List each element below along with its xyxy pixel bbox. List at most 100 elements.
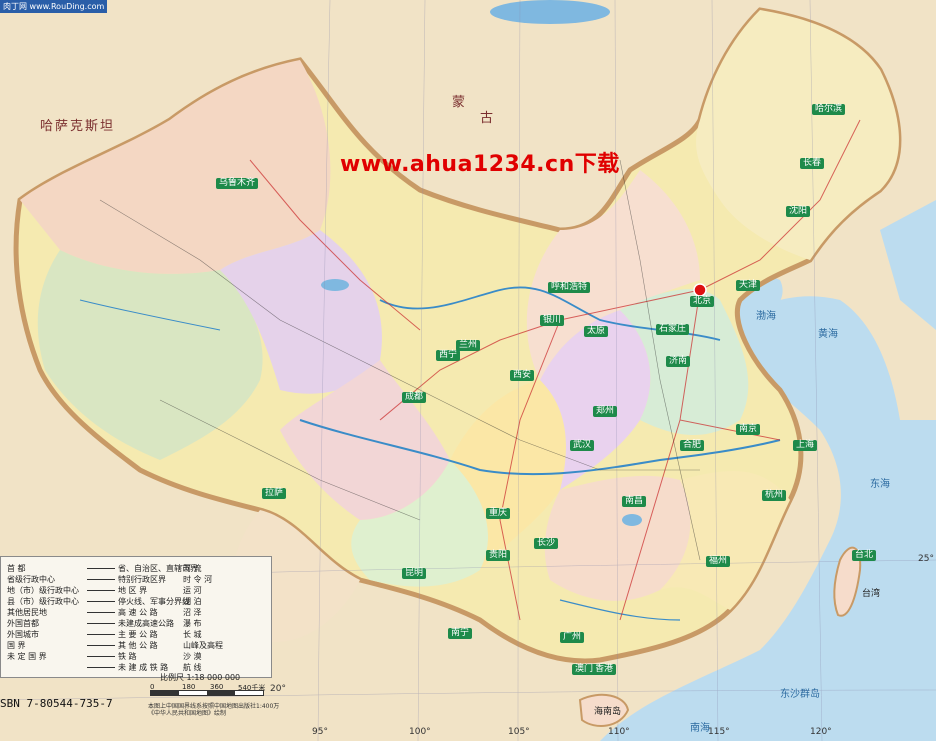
place-label: 重庆 — [486, 508, 511, 519]
legend-label: 湖 泊 — [183, 597, 202, 606]
latitude-label: 20° — [270, 684, 286, 694]
place-label: 济南 — [666, 356, 691, 367]
legend-label: 地 区 界 — [118, 586, 148, 595]
longitude-label: 105° — [508, 727, 530, 737]
legend-column-boundaries: 省、自治区、直辖市界 特别行政区界地 区 界停火线、军事分界线高 速 公 路未建成… — [87, 563, 198, 673]
legend-label: 河 流 — [183, 564, 202, 573]
legend-row: 河 流 — [183, 563, 223, 574]
place-label: 北京 — [690, 296, 715, 307]
place-label: 广州 — [560, 632, 585, 643]
legend-label: 首 都 — [7, 564, 26, 573]
place-label: 乌鲁木齐 — [216, 178, 259, 189]
place-label: 沈阳 — [786, 206, 811, 217]
legend-label: 沼 泽 — [183, 608, 202, 617]
place-label: 长春 — [800, 158, 825, 169]
legend-symbol — [87, 634, 115, 635]
legend-row: 高 速 公 路 — [87, 607, 198, 618]
map-legend: 首 都省级行政中心 地（市）级行政中心 县（市）级行政中心 其他居民地 外国首都 外国城市… — [0, 556, 272, 678]
legend-label: 主 要 公 路 — [118, 630, 158, 639]
place-label: 南京 — [736, 424, 761, 435]
legend-symbol — [87, 612, 115, 613]
place-label: 南海 — [690, 723, 710, 734]
legend-label: 长 城 — [183, 630, 202, 639]
legend-row: 国 界 — [7, 640, 79, 651]
legend-label: 未 建 成 铁 路 — [118, 663, 169, 672]
place-label: 呼和浩特 — [548, 282, 591, 293]
legend-row: 其他居民地 — [7, 607, 79, 618]
legend-symbol — [87, 579, 115, 580]
place-label: 台湾 — [862, 589, 881, 599]
longitude-label: 120° — [810, 727, 832, 737]
isbn-label: SBN 7-80544-735-7 — [0, 697, 113, 710]
scale-bar — [150, 690, 264, 696]
place-label: 东沙群岛 — [780, 689, 820, 700]
legend-label: 高 速 公 路 — [118, 608, 158, 617]
place-label: 武汉 — [570, 440, 595, 451]
place-label: 郑州 — [593, 406, 618, 417]
legend-row: 山峰及高程 — [183, 640, 223, 651]
legend-symbol — [87, 623, 115, 624]
legend-label: 山峰及高程 — [183, 641, 223, 650]
longitude-label: 110° — [608, 727, 630, 737]
legend-row: 湖 泊 — [183, 596, 223, 607]
place-label: 长沙 — [534, 538, 559, 549]
legend-row: 运 河 — [183, 585, 223, 596]
legend-label: 县（市）级行政中心 — [7, 597, 79, 606]
legend-label: 地（市）级行政中心 — [7, 586, 79, 595]
legend-row: 航 线 — [183, 662, 223, 673]
legend-row: 其 他 公 路 — [87, 640, 198, 651]
legend-label: 瀑 布 — [183, 619, 202, 628]
legend-label: 时 令 河 — [183, 575, 213, 584]
legend-symbol — [87, 601, 115, 602]
place-label: 古 — [480, 111, 496, 126]
site-corner-tag: 肉丁网 www.RouDing.com — [0, 0, 108, 13]
legend-label: 其他居民地 — [7, 608, 47, 617]
place-label: 黄海 — [818, 329, 838, 340]
place-label: 渤海 — [756, 311, 776, 322]
place-label: 昆明 — [402, 568, 427, 579]
place-label: 天津 — [736, 280, 761, 291]
legend-row: 长 城 — [183, 629, 223, 640]
legend-row: 沙 漠 — [183, 651, 223, 662]
scale-tick: 360 — [210, 683, 224, 691]
legend-row: 沼 泽 — [183, 607, 223, 618]
scale-tick: 180 — [182, 683, 196, 691]
place-label: 西宁 — [436, 350, 461, 361]
place-label: 贵阳 — [486, 550, 511, 561]
legend-label: 停火线、军事分界线 — [118, 597, 190, 606]
legend-label: 外国首都 — [7, 619, 39, 628]
place-label: 成都 — [402, 392, 427, 403]
legend-row: 停火线、军事分界线 — [87, 596, 198, 607]
legend-row: 首 都 — [7, 563, 79, 574]
place-label: 石家庄 — [656, 324, 690, 335]
legend-label: 沙 漠 — [183, 652, 202, 661]
legend-label: 航 线 — [183, 663, 202, 672]
legend-symbol — [87, 590, 115, 591]
legend-row: 铁 路 — [87, 651, 198, 662]
place-label: 银川 — [540, 315, 565, 326]
legend-row: 外国城市 — [7, 629, 79, 640]
place-label: 哈尔滨 — [812, 104, 846, 115]
legend-row: 时 令 河 — [183, 574, 223, 585]
legend-row: 未 建 成 铁 路 — [87, 662, 198, 673]
place-label: 兰州 — [456, 340, 481, 351]
scale-tick: 540千米 — [238, 684, 266, 692]
place-label: 澳门 — [572, 664, 597, 675]
download-watermark: www.ahua1234.cn下载 — [340, 152, 620, 177]
place-label: 哈萨克斯坦 — [40, 119, 116, 134]
place-label: 蒙 — [452, 95, 468, 110]
legend-row: 特别行政区界 — [87, 574, 198, 585]
legend-label: 国 界 — [7, 641, 26, 650]
latitude-label: 25° — [918, 554, 934, 564]
legend-label: 其 他 公 路 — [118, 641, 158, 650]
place-label: 福州 — [706, 556, 731, 567]
place-label: 海南岛 — [594, 707, 622, 717]
place-label: 合肥 — [680, 440, 705, 451]
legend-row: 地（市）级行政中心 — [7, 585, 79, 596]
longitude-label: 115° — [708, 727, 730, 737]
legend-label: 未建成高速公路 — [118, 619, 174, 628]
place-label: 东海 — [870, 479, 890, 490]
legend-label: 未 定 国 界 — [7, 652, 47, 661]
